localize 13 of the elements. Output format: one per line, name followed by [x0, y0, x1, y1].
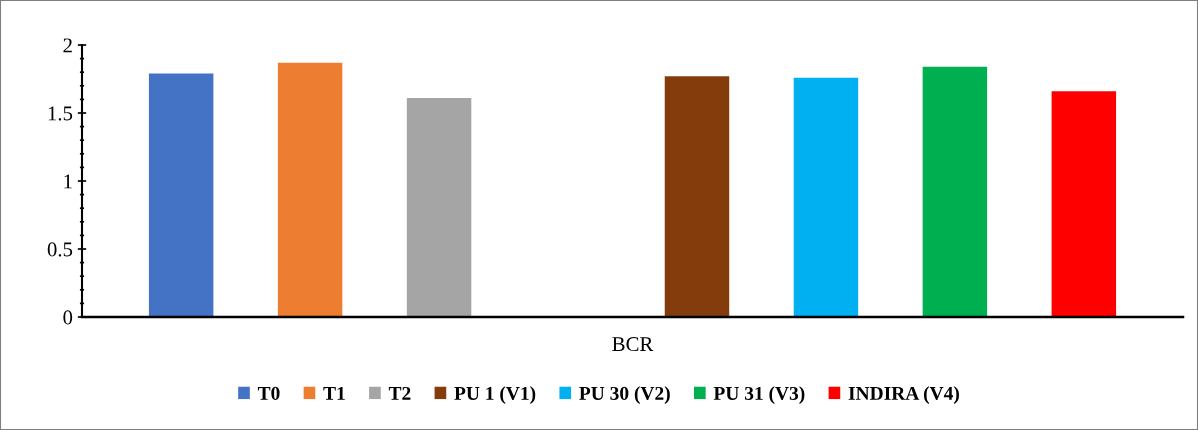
y-tick-label: 1 — [64, 174, 72, 189]
legend-label: PU 30 (V2) — [579, 386, 670, 404]
legend-label: T2 — [388, 386, 411, 400]
legend-label: PU 1 (V1) — [454, 386, 536, 404]
y-tick-label: 0 — [63, 310, 73, 325]
legend-label: T1 — [323, 386, 345, 400]
x-tick-label: BCR — [612, 337, 654, 352]
y-tick-label: 2 — [63, 38, 72, 53]
y-tick-label: 0.5 — [47, 242, 73, 257]
legend-label: T0 — [257, 386, 280, 400]
legend-label: INDIRA (V4) — [848, 386, 959, 404]
legend-label: PU 31 (V3) — [713, 386, 805, 404]
y-tick-label: 1.5 — [48, 106, 73, 121]
